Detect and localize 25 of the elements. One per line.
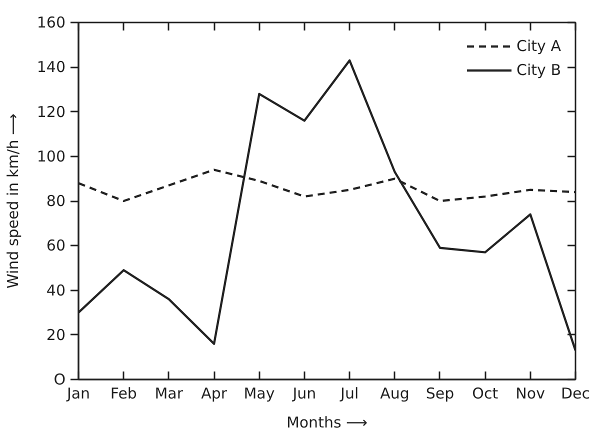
x-tick-label: Oct <box>472 384 498 402</box>
x-tick-label: Sep <box>426 384 454 402</box>
x-tick-label: Jul <box>340 384 359 402</box>
y-tick-label: 160 <box>36 14 66 32</box>
x-axis-title: Months ⟶ <box>286 414 368 432</box>
y-tick-label: 100 <box>36 147 66 166</box>
y-tick-label: 40 <box>46 281 66 300</box>
y-tick-label: 120 <box>36 102 66 121</box>
y-tick-label: O <box>54 370 66 388</box>
x-tick-label: Feb <box>110 384 137 402</box>
x-tick-label: Apr <box>201 384 228 402</box>
x-tick-label: Jan <box>66 384 90 402</box>
y-tick-label: 140 <box>36 58 66 76</box>
x-tick-label: Mar <box>154 384 184 402</box>
x-tick-label: Dec <box>560 384 590 402</box>
legend-label: City B <box>516 61 561 79</box>
y-axis-title: Wind speed in km/h ⟶ <box>4 113 22 289</box>
x-tick-label: May <box>244 384 275 402</box>
x-tick-label: Nov <box>516 384 546 402</box>
y-tick-label: 20 <box>46 326 66 344</box>
y-tick-label: 80 <box>46 192 66 210</box>
legend-label: City A <box>516 37 561 55</box>
x-tick-label: Jun <box>292 384 316 402</box>
y-tick-label: 60 <box>46 236 66 255</box>
x-tick-label: Aug <box>380 384 410 402</box>
